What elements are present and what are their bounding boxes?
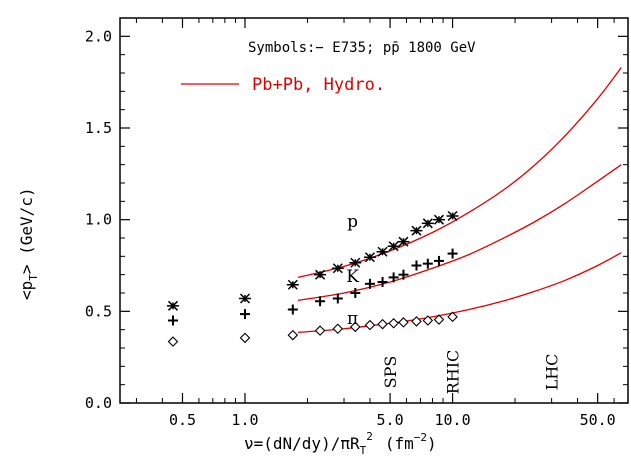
p-marker (387, 241, 400, 252)
p-marker (331, 263, 344, 274)
p-marker (410, 225, 423, 236)
pi-marker (332, 323, 344, 335)
k-marker (315, 296, 326, 307)
axis-tick-labels: 0.5 1.0 5.0 10.0 50.0 0.0 0.5 1.0 1.5 2.0 (85, 27, 616, 429)
k-marker (447, 248, 458, 259)
p-marker (397, 236, 410, 247)
p-marker (349, 257, 362, 268)
pi-marker (287, 329, 299, 341)
k-marker (239, 309, 250, 320)
pi-marker (411, 316, 422, 327)
pi-marker (364, 319, 376, 331)
y-tick-label: 2.0 (85, 27, 112, 45)
k-marker (350, 288, 361, 298)
pi-marker (350, 321, 361, 333)
series-labels: p Kπ (346, 212, 359, 329)
k-marker (167, 315, 178, 326)
y-tick-label: 1.0 (85, 211, 112, 229)
k-marker (287, 304, 298, 315)
k-marker (388, 272, 399, 283)
pi-marker (167, 336, 179, 347)
k-marker (332, 293, 343, 304)
p-marker (363, 252, 376, 263)
k-marker (377, 277, 388, 287)
p-marker (432, 214, 445, 225)
p-marker (166, 300, 179, 311)
pi-marker (377, 318, 388, 330)
y-axis-title: <pT> (GeV/c) (17, 187, 40, 300)
x-tick-label: 10.0 (435, 411, 471, 429)
pi-marker (388, 317, 399, 329)
p-marker (376, 246, 389, 257)
k-marker (422, 258, 433, 269)
hydro-curve (297, 164, 622, 301)
pi-marker (239, 332, 251, 344)
data-markers (166, 210, 459, 347)
p-marker (421, 218, 434, 229)
pi-marker (422, 315, 434, 326)
x-axis-title: ν=(dN/dy)/πRT2 (fm−2) (244, 430, 437, 457)
energy-annotation: LHC (543, 354, 562, 391)
p-marker (238, 293, 251, 304)
y-tick-label: 0.0 (85, 394, 112, 412)
p-marker (314, 269, 327, 280)
legend-hydro-label: Pb+Pb, Hydro. (252, 75, 385, 95)
pi-marker (398, 317, 409, 328)
pi-marker (447, 311, 458, 323)
energy-annotation: RHIC (444, 350, 463, 395)
k-marker (433, 255, 444, 266)
x-tick-label: 1.0 (231, 411, 258, 429)
y-tick-label: 1.5 (85, 119, 112, 137)
plot-frame (119, 17, 629, 404)
p-marker (286, 279, 299, 290)
energy-annotation: SPS (381, 356, 400, 389)
k-marker (411, 260, 422, 271)
series-label: π (347, 309, 358, 329)
k-marker (364, 278, 375, 289)
hydro-curves (297, 67, 622, 334)
p-marker (446, 210, 459, 222)
x-tick-label: 50.0 (580, 411, 616, 429)
legend-symbols-text: Symbols:− E735; pp̄ 1800 GeV (248, 40, 476, 56)
energy-annotations: SPS RHIC LHC (381, 350, 562, 395)
pi-marker (314, 325, 326, 336)
hydro-curve (297, 67, 622, 279)
x-tick-label: 0.5 (169, 411, 196, 429)
pi-marker (433, 314, 445, 325)
x-tick-label: 5.0 (377, 411, 404, 429)
series-label: p (347, 212, 358, 232)
y-tick-label: 0.5 (85, 302, 112, 320)
series-label: K (346, 267, 359, 287)
k-marker (398, 269, 409, 280)
axis-ticks (120, 18, 629, 404)
